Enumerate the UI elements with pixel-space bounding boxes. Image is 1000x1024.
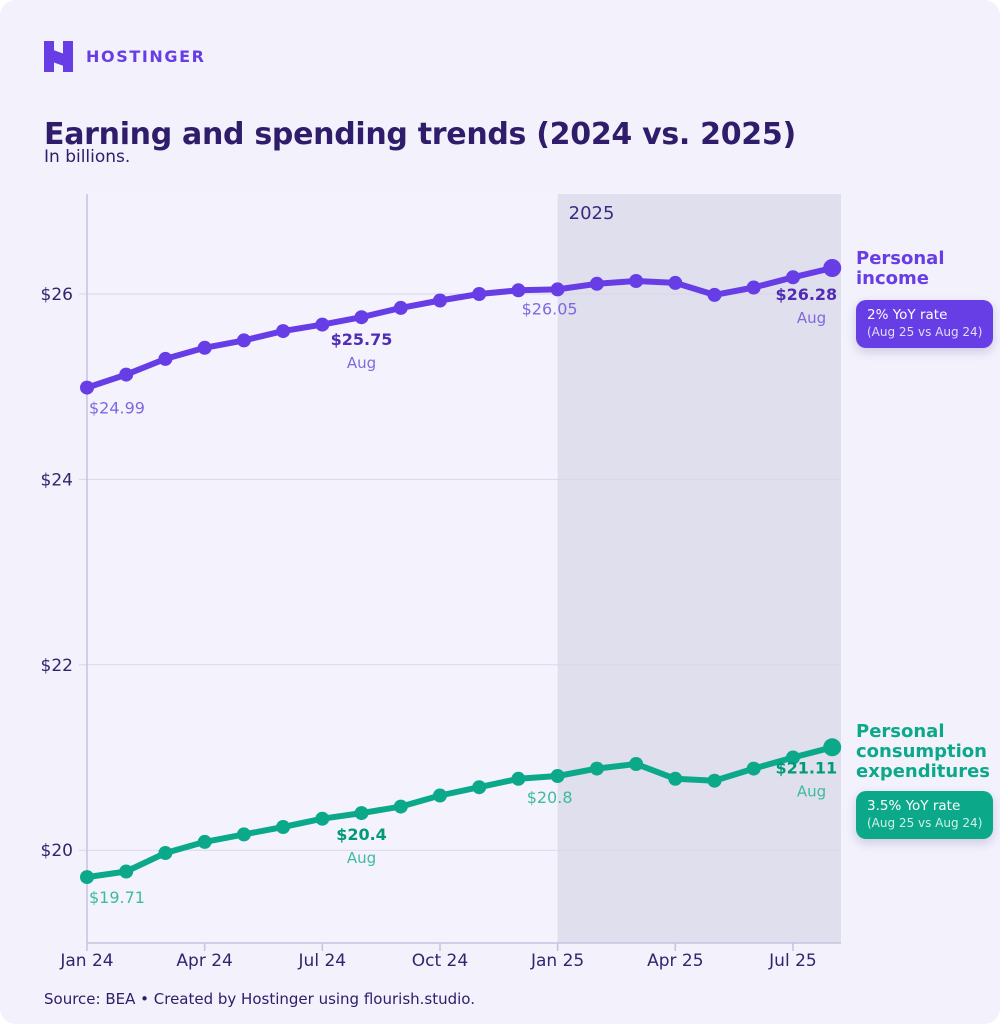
data-point-personal-income (746, 280, 761, 295)
x-tick-label: Jul 24 (298, 951, 347, 971)
data-point-personal-income (823, 259, 842, 277)
value-label-personal-consumption-expenditures: $19.71 (89, 888, 145, 907)
data-point-personal-income (236, 333, 251, 348)
x-tick-label: Apr 25 (647, 951, 703, 971)
y-tick-label: $20 (41, 841, 73, 861)
x-tick-label: Jul 25 (768, 951, 817, 971)
data-point-personal-consumption-expenditures (629, 757, 644, 771)
data-point-personal-consumption-expenditures (707, 773, 722, 788)
yoy-rate-period: (Aug 25 vs Aug 24) (867, 815, 983, 830)
shaded-region-2025 (557, 194, 841, 943)
data-point-personal-consumption-expenditures (315, 811, 330, 826)
value-sublabel-personal-income: Aug (347, 354, 376, 372)
data-point-personal-consumption-expenditures (197, 834, 212, 849)
data-point-personal-income (315, 317, 330, 332)
value-label-personal-consumption-expenditures: $20.4 (336, 825, 387, 844)
yoy-rate-value: 2% YoY rate (867, 307, 948, 323)
y-tick-label: $22 (41, 656, 73, 676)
data-point-personal-income (276, 324, 291, 339)
data-point-personal-consumption-expenditures (158, 846, 173, 860)
data-point-personal-income (158, 351, 173, 366)
value-label-personal-consumption-expenditures: $21.11 (775, 758, 837, 777)
data-point-personal-income (668, 275, 683, 290)
value-label-personal-income: $24.99 (89, 399, 145, 418)
y-tick-label: $26 (41, 285, 73, 305)
series-label-personal-income: Personal income (856, 248, 945, 290)
source-attribution: Source: BEA • Created by Hostinger using… (44, 990, 475, 1008)
value-label-personal-income: $26.28 (775, 285, 837, 304)
value-label-personal-consumption-expenditures: $20.8 (527, 788, 573, 807)
shaded-region-label: 2025 (569, 203, 615, 224)
page-title: Earning and spending trends (2024 vs. 20… (44, 117, 796, 153)
data-point-personal-consumption-expenditures (786, 750, 800, 765)
data-point-personal-consumption-expenditures (550, 769, 565, 783)
data-point-personal-income (354, 310, 369, 325)
data-point-personal-consumption-expenditures (433, 788, 447, 803)
y-tick-label: $24 (41, 470, 73, 490)
value-sublabel-personal-income: Aug (797, 309, 826, 327)
value-sublabel-personal-consumption-expenditures: Aug (797, 782, 826, 800)
yoy-rate-value: 3.5% YoY rate (867, 798, 961, 814)
x-tick-label: Apr 24 (176, 951, 232, 971)
data-point-personal-income (472, 287, 487, 301)
page-subtitle: In billions. (44, 147, 131, 167)
data-point-personal-consumption-expenditures (472, 780, 487, 795)
hostinger-logo-icon (44, 41, 73, 72)
data-point-personal-consumption-expenditures (823, 738, 842, 757)
data-point-personal-income (511, 283, 526, 298)
data-point-personal-income (786, 270, 800, 285)
yoy-badge-personal-income: 2% YoY rate (Aug 25 vs Aug 24) (856, 300, 994, 349)
yoy-rate-period: (Aug 25 vs Aug 24) (867, 324, 983, 339)
data-point-personal-consumption-expenditures (746, 761, 761, 776)
data-point-personal-income (707, 287, 722, 302)
data-point-personal-consumption-expenditures (276, 820, 291, 834)
data-point-personal-consumption-expenditures (511, 771, 526, 786)
value-label-personal-income: $25.75 (331, 330, 393, 349)
brand-header: HOSTINGER (44, 41, 206, 72)
data-point-personal-consumption-expenditures (589, 761, 604, 776)
data-point-personal-income (197, 340, 212, 355)
data-point-personal-consumption-expenditures (393, 799, 408, 814)
data-point-personal-consumption-expenditures (668, 771, 683, 786)
data-point-personal-income (433, 293, 447, 308)
data-point-personal-consumption-expenditures (80, 870, 94, 885)
yoy-badge-personal-consumption: 3.5% YoY rate (Aug 25 vs Aug 24) (856, 791, 994, 840)
value-sublabel-personal-consumption-expenditures: Aug (347, 849, 376, 867)
data-point-personal-income (80, 380, 94, 395)
data-point-personal-income (119, 367, 134, 382)
data-point-personal-consumption-expenditures (354, 806, 369, 821)
x-tick-label: Jan 24 (59, 951, 113, 971)
data-point-personal-income (589, 276, 604, 291)
brand-name: HOSTINGER (86, 47, 206, 66)
data-point-personal-income (629, 274, 644, 288)
data-point-personal-consumption-expenditures (119, 864, 134, 879)
data-point-personal-income (550, 282, 565, 297)
data-point-personal-income (393, 300, 408, 315)
series-label-personal-consumption: Personal consumption expenditures (856, 721, 990, 783)
value-label-personal-income: $26.05 (522, 299, 578, 318)
data-point-personal-consumption-expenditures (236, 827, 251, 842)
x-tick-label: Jan 25 (530, 951, 584, 971)
x-tick-label: Oct 24 (412, 951, 468, 971)
